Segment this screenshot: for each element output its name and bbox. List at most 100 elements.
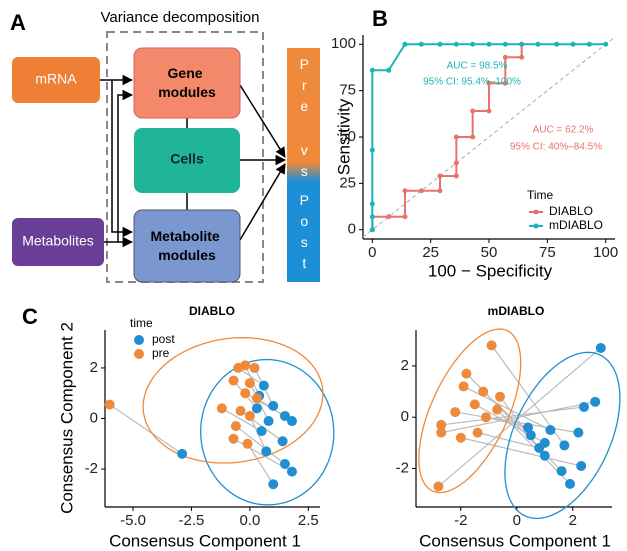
legend-swatch <box>134 335 144 345</box>
node-label: Gene modules <box>158 65 216 100</box>
data-point <box>519 41 525 47</box>
data-point <box>470 41 476 47</box>
data-point <box>486 108 492 114</box>
pair-line <box>235 425 286 465</box>
data-point <box>525 430 536 441</box>
x-tick-label: 0 <box>368 244 376 261</box>
node-label: mRNA <box>35 71 77 87</box>
data-point <box>369 227 375 233</box>
data-point <box>534 443 545 453</box>
x-tick-label: 2.5 <box>298 512 319 529</box>
confidence-ellipse <box>200 358 335 506</box>
diagram: A Variance decomposition mRNA Gene modul… <box>10 9 320 283</box>
x-tick-label: 50 <box>481 244 498 261</box>
node-label: Cells <box>170 151 204 167</box>
node-box <box>133 47 241 119</box>
data-point <box>369 67 375 73</box>
node-label: Metabolite modules <box>150 228 223 263</box>
data-point <box>258 380 269 391</box>
panel-label: A <box>10 10 26 35</box>
x-tick-label: 0 <box>513 512 521 529</box>
data-point <box>603 41 609 47</box>
data-point <box>230 421 241 432</box>
confidence-ellipse <box>418 328 522 494</box>
data-point <box>279 410 290 421</box>
data-point <box>502 80 508 86</box>
data-point <box>458 381 469 392</box>
x-tick-label: -2 <box>454 512 467 529</box>
data-point <box>369 201 375 207</box>
legend-label: pre <box>152 346 170 360</box>
series-line <box>371 44 523 230</box>
data-point <box>244 378 255 389</box>
data-point <box>402 214 408 220</box>
data-point <box>579 401 589 412</box>
data-point <box>478 386 489 397</box>
x-axis-label: 100 − Specificity <box>428 261 553 280</box>
node-label-line: modules <box>158 84 216 100</box>
pair-line <box>482 391 532 436</box>
data-point <box>256 426 267 437</box>
confidence-ellipse <box>504 351 621 520</box>
data-point <box>386 214 392 220</box>
pair-line <box>441 406 585 426</box>
diagram-title: Variance decomposition <box>101 9 260 26</box>
chart: C DIABLO Consensus Component 1 Consensus Co… <box>22 304 335 550</box>
data-point <box>492 404 503 415</box>
y-tick-label: 100 <box>331 35 356 52</box>
data-point <box>461 368 472 379</box>
data-point <box>469 399 480 410</box>
annotation: AUC = 98.5% <box>447 61 508 72</box>
y-tick-label: 2 <box>401 357 409 374</box>
data-point <box>402 41 408 47</box>
outcome-bar <box>287 48 320 282</box>
data-point <box>240 360 251 371</box>
data-point <box>418 41 424 47</box>
y-tick-label: -2 <box>85 460 98 477</box>
x-tick-label: -2.5 <box>179 512 205 529</box>
data-point <box>453 134 459 140</box>
data-point <box>453 173 459 179</box>
data-point <box>472 427 483 438</box>
data-point <box>486 80 492 86</box>
data-point <box>286 416 297 427</box>
data-point <box>559 440 570 451</box>
data-point <box>502 41 508 47</box>
chart-title: mDIABLO <box>488 304 545 318</box>
data-point <box>228 375 239 386</box>
data-point <box>570 41 576 47</box>
annotation: 95% CI: 95.4%–100% <box>423 77 521 88</box>
x-tick-label: 75 <box>539 244 556 261</box>
x-tick-label: -5.0 <box>120 512 146 529</box>
x-axis-label: Consensus Component 1 <box>109 531 301 550</box>
data-point <box>502 54 508 60</box>
y-tick-label: 75 <box>339 82 356 99</box>
node-box <box>134 128 240 193</box>
legend-swatch <box>533 223 539 229</box>
data-point <box>286 466 297 477</box>
annotation: AUC = 62.2% <box>533 125 594 136</box>
node-box <box>12 57 100 103</box>
data-point <box>242 438 253 449</box>
legend-swatch <box>533 209 539 215</box>
data-point <box>576 460 587 471</box>
node-label-line: Metabolite <box>150 228 219 244</box>
data-point <box>486 41 492 47</box>
y-tick-label: 0 <box>401 408 409 425</box>
data-point <box>455 432 466 443</box>
panel-label: B <box>372 6 388 31</box>
data-point <box>586 41 592 47</box>
data-point <box>573 427 584 438</box>
outcome-label: vs <box>296 142 312 184</box>
chart-title: DIABLO <box>189 304 235 318</box>
data-point <box>228 433 239 444</box>
chart: B 100 − Specificity Sensitivity 0 25 50 75 100 0… <box>331 6 618 281</box>
y-tick-label: -2 <box>396 459 409 476</box>
outcome-label: Pre <box>296 56 312 119</box>
data-point <box>535 41 541 47</box>
data-point <box>450 407 461 418</box>
data-point <box>554 41 560 47</box>
data-point <box>539 450 550 461</box>
data-point <box>216 403 227 414</box>
data-point <box>104 399 115 410</box>
